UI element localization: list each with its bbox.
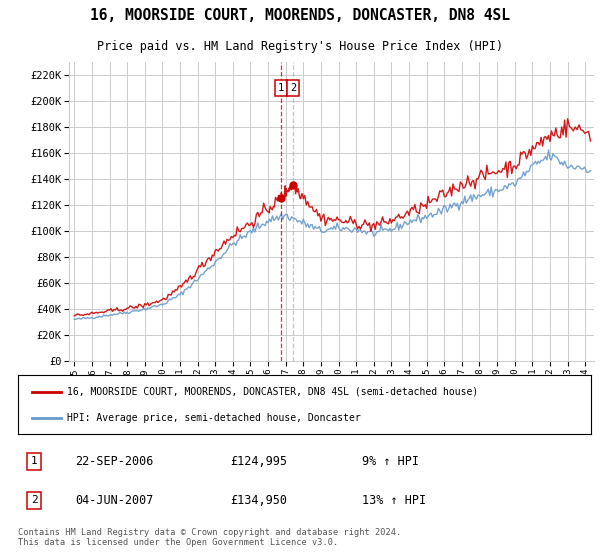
Text: £134,950: £134,950 <box>230 494 287 507</box>
Text: 9% ↑ HPI: 9% ↑ HPI <box>362 455 419 468</box>
Text: 1: 1 <box>278 83 284 92</box>
Text: Price paid vs. HM Land Registry's House Price Index (HPI): Price paid vs. HM Land Registry's House … <box>97 40 503 53</box>
Text: HPI: Average price, semi-detached house, Doncaster: HPI: Average price, semi-detached house,… <box>67 413 361 423</box>
Text: Contains HM Land Registry data © Crown copyright and database right 2024.
This d: Contains HM Land Registry data © Crown c… <box>18 528 401 548</box>
Text: 13% ↑ HPI: 13% ↑ HPI <box>362 494 426 507</box>
Text: 2: 2 <box>290 83 296 92</box>
Text: 22-SEP-2006: 22-SEP-2006 <box>76 455 154 468</box>
Text: 16, MOORSIDE COURT, MOORENDS, DONCASTER, DN8 4SL (semi-detached house): 16, MOORSIDE COURT, MOORENDS, DONCASTER,… <box>67 386 478 396</box>
Text: 2: 2 <box>31 496 37 505</box>
Text: £124,995: £124,995 <box>230 455 287 468</box>
Text: 1: 1 <box>31 456 37 466</box>
Text: 04-JUN-2007: 04-JUN-2007 <box>76 494 154 507</box>
Text: 16, MOORSIDE COURT, MOORENDS, DONCASTER, DN8 4SL: 16, MOORSIDE COURT, MOORENDS, DONCASTER,… <box>90 8 510 22</box>
